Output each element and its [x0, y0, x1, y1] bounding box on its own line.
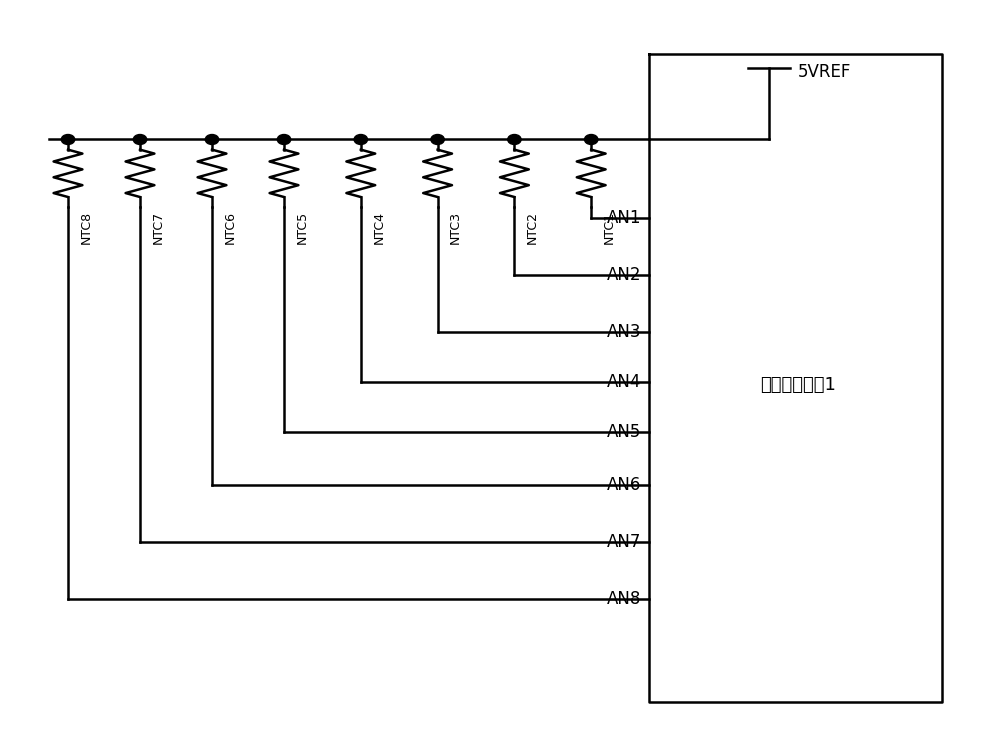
Circle shape [508, 134, 521, 145]
Text: AN2: AN2 [607, 266, 641, 284]
Circle shape [61, 134, 75, 145]
Circle shape [431, 134, 444, 145]
Text: NTC7: NTC7 [152, 211, 165, 244]
Text: NTC5: NTC5 [296, 211, 309, 244]
Text: NTC2: NTC2 [526, 211, 539, 243]
Text: NTC8: NTC8 [80, 211, 93, 244]
Circle shape [205, 134, 219, 145]
Text: AN8: AN8 [607, 590, 641, 608]
Text: NTC1: NTC1 [603, 211, 616, 243]
Text: 5VREF: 5VREF [798, 63, 851, 81]
Text: NTC3: NTC3 [449, 211, 462, 243]
Text: AN3: AN3 [607, 323, 641, 341]
Text: AN1: AN1 [607, 209, 641, 227]
Text: AN4: AN4 [607, 372, 641, 391]
Circle shape [277, 134, 291, 145]
Circle shape [584, 134, 598, 145]
Text: AN5: AN5 [607, 422, 641, 441]
Text: NTC4: NTC4 [372, 211, 385, 243]
Circle shape [354, 134, 368, 145]
Text: AN7: AN7 [607, 533, 641, 551]
Text: NTC6: NTC6 [224, 211, 237, 243]
Text: 电池管理系统1: 电池管理系统1 [760, 376, 836, 394]
Circle shape [133, 134, 147, 145]
Text: AN6: AN6 [607, 476, 641, 494]
